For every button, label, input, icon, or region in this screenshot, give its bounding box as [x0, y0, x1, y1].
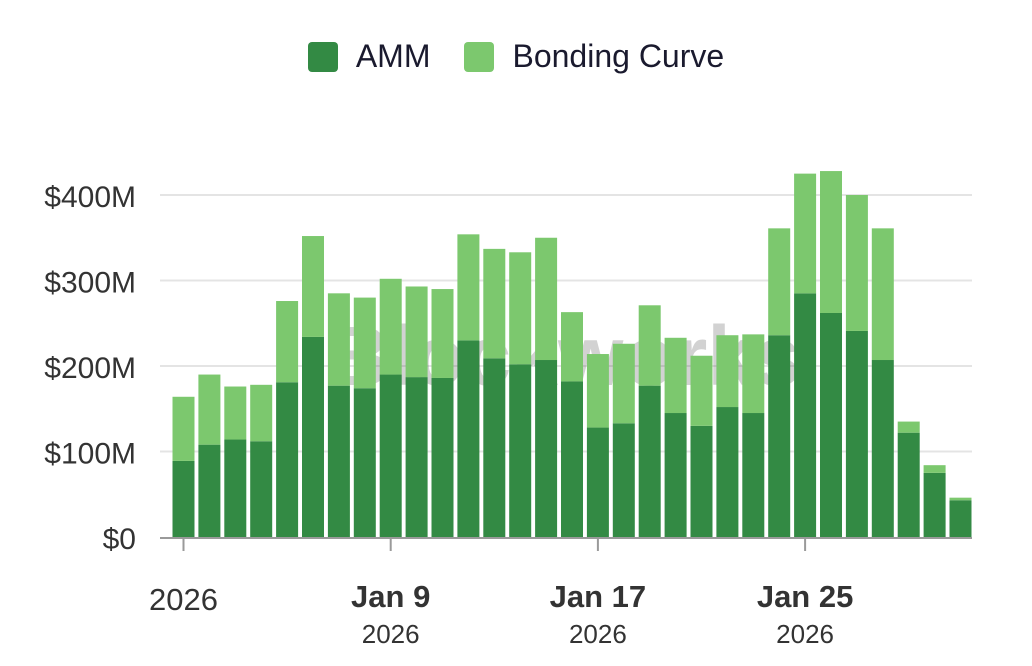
- x-tick-label: Jan 25: [757, 579, 854, 614]
- y-tick-label: $300M: [44, 267, 136, 300]
- bar-bonding-curve: [276, 301, 299, 383]
- bar-bonding-curve: [638, 305, 661, 386]
- bar-amm: [224, 439, 247, 537]
- y-tick-label: $400M: [44, 181, 136, 214]
- bar-amm: [820, 312, 842, 537]
- bar-bonding-curve: [379, 278, 402, 375]
- bar-amm: [379, 374, 402, 537]
- bar-amm: [897, 432, 920, 537]
- bar-bonding-curve: [586, 354, 609, 428]
- legend-label-bonding-curve: Bonding Curve: [512, 38, 725, 74]
- bar-bonding-curve: [353, 297, 376, 389]
- bar-bonding-curve: [302, 236, 324, 337]
- bar-amm: [457, 340, 480, 537]
- bar-bonding-curve: [794, 173, 817, 294]
- x-tick-sublabel: 2026: [569, 619, 627, 649]
- bar-bonding-curve: [405, 286, 428, 378]
- legend-label-amm: AMM: [355, 38, 431, 74]
- bar-bonding-curve: [768, 228, 791, 336]
- bar-bonding-curve: [198, 374, 221, 445]
- bar-amm: [716, 407, 739, 537]
- bar-amm: [483, 358, 506, 537]
- bar-amm: [690, 425, 713, 537]
- x-tick-label: Jan 9: [351, 579, 430, 614]
- bar-bonding-curve: [561, 312, 583, 382]
- bar-bonding-curve: [327, 293, 350, 386]
- bar-amm: [664, 413, 687, 537]
- bar-bonding-curve: [612, 343, 635, 424]
- bar-bonding-curve: [664, 337, 687, 414]
- bar-bonding-curve: [949, 497, 972, 501]
- bar-amm: [327, 385, 350, 537]
- bar-bonding-curve: [845, 195, 868, 331]
- bar-bonding-curve: [742, 334, 765, 414]
- bar-amm: [302, 336, 324, 537]
- legend-swatch-bonding-curve: [464, 41, 495, 72]
- bar-amm: [535, 360, 558, 537]
- bar-amm: [923, 472, 946, 537]
- x-tick-label: Jan 17: [550, 579, 647, 614]
- x-tick-sublabel: 2026: [362, 619, 420, 649]
- legend-item-amm[interactable]: AMM: [307, 38, 431, 75]
- bar-amm: [586, 427, 609, 537]
- bar-amm: [949, 500, 972, 537]
- bar-amm: [561, 381, 583, 537]
- bar-amm: [198, 444, 221, 537]
- bar-amm: [742, 413, 765, 537]
- bar-bonding-curve: [716, 335, 739, 408]
- chart-legend: AMM Bonding Curve: [0, 38, 1032, 75]
- bar-amm: [509, 364, 532, 537]
- bar-bonding-curve: [172, 396, 195, 461]
- legend-item-bonding-curve[interactable]: Bonding Curve: [464, 38, 724, 75]
- bar-amm: [172, 460, 195, 537]
- bar-bonding-curve: [820, 171, 842, 313]
- x-tick-label: 2026: [149, 582, 218, 617]
- bar-amm: [612, 423, 635, 537]
- bar-amm: [794, 293, 817, 537]
- bar-amm: [431, 377, 454, 537]
- y-tick-label: $0: [103, 523, 136, 556]
- bar-bonding-curve: [871, 228, 894, 361]
- bar-amm: [871, 360, 894, 537]
- x-tick-sublabel: 2026: [776, 619, 834, 649]
- bar-bonding-curve: [483, 248, 506, 359]
- bar-bonding-curve: [509, 252, 532, 365]
- bar-amm: [405, 377, 428, 537]
- bar-amm: [353, 388, 376, 537]
- bar-amm: [845, 330, 868, 537]
- bar-amm: [276, 382, 299, 537]
- y-tick-label: $100M: [44, 438, 136, 471]
- bar-bonding-curve: [535, 237, 558, 361]
- legend-swatch-amm: [307, 41, 338, 72]
- bar-bonding-curve: [457, 234, 480, 341]
- bar-bonding-curve: [923, 465, 946, 473]
- bar-amm: [250, 441, 273, 537]
- bar-bonding-curve: [897, 421, 920, 433]
- bar-bonding-curve: [224, 386, 247, 440]
- bar-bonding-curve: [250, 384, 273, 442]
- y-tick-label: $200M: [44, 352, 136, 385]
- bar-amm: [638, 385, 661, 537]
- bar-bonding-curve: [690, 355, 713, 426]
- bar-amm: [768, 335, 791, 537]
- bar-bonding-curve: [431, 289, 454, 378]
